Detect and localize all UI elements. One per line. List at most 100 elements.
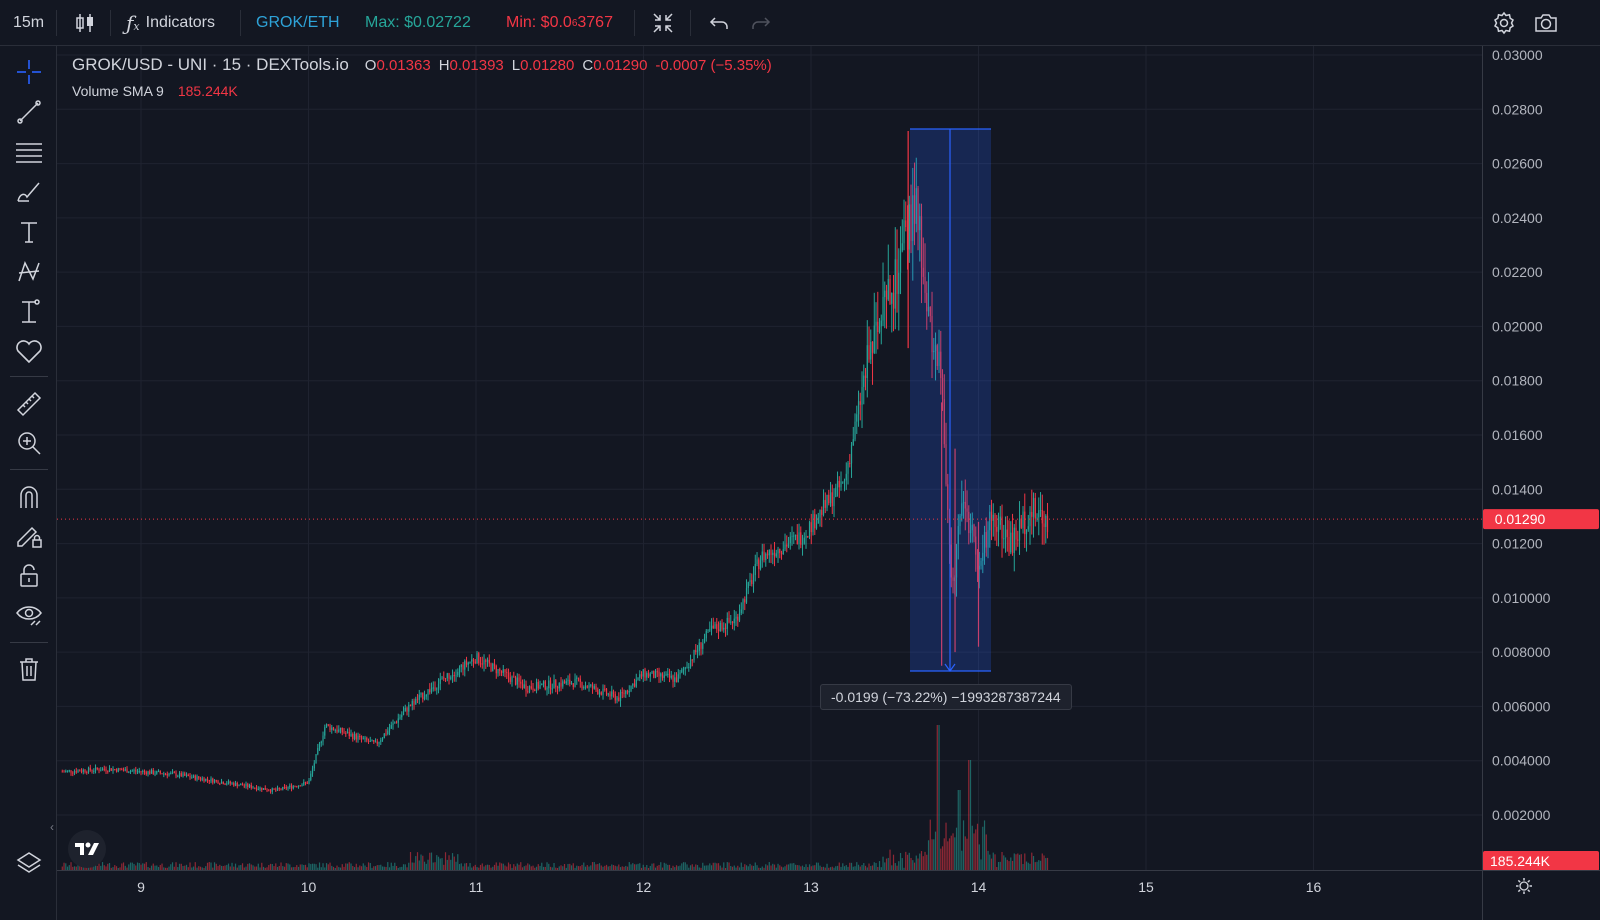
- volume-bar: [826, 863, 828, 870]
- volume-bar: [913, 862, 916, 870]
- candle-body: [427, 689, 429, 695]
- volume-bar: [572, 863, 574, 870]
- crosshair-tool[interactable]: [12, 55, 46, 89]
- candle-body: [950, 544, 952, 578]
- volume-bar: [724, 867, 727, 870]
- candle-body: [157, 771, 160, 773]
- collapse-button[interactable]: [652, 0, 674, 46]
- hide-drawings-tool[interactable]: [12, 598, 46, 632]
- candle-body: [539, 684, 541, 689]
- ruler-tool[interactable]: [12, 387, 46, 421]
- volume-bar: [808, 864, 811, 870]
- candle-body: [824, 500, 826, 508]
- candle-body: [488, 659, 490, 664]
- settings-button[interactable]: [1492, 0, 1516, 46]
- candle-body: [796, 534, 798, 545]
- candle-body: [399, 717, 401, 719]
- volume-bar: [842, 863, 844, 870]
- measure-tool[interactable]: [12, 295, 46, 329]
- candle-body: [136, 771, 139, 773]
- remove-drawings-tool[interactable]: [12, 652, 46, 686]
- volume-bar: [686, 864, 688, 870]
- indicators-button[interactable]: ƒx Indicators: [126, 0, 215, 46]
- candle-body: [749, 580, 751, 583]
- volume-bar: [408, 862, 410, 870]
- brush-tool[interactable]: [12, 175, 46, 209]
- candle-body: [283, 786, 286, 788]
- volume-bar: [273, 866, 275, 870]
- volume-bar: [616, 866, 618, 870]
- candle-body: [296, 786, 298, 788]
- close-key: C: [582, 57, 594, 74]
- volume-bar: [301, 864, 303, 870]
- volume-bar: [698, 867, 700, 870]
- trend-line-tool[interactable]: [12, 95, 46, 129]
- volume-bar: [780, 866, 783, 870]
- magnet-tool[interactable]: [12, 480, 46, 514]
- candle-type-button[interactable]: [74, 0, 96, 46]
- candle-body: [793, 535, 795, 537]
- candle-body: [731, 621, 734, 624]
- volume-bar: [950, 835, 952, 870]
- candle-body: [303, 782, 305, 785]
- min-price-button[interactable]: Min: $0.0 6 3767: [506, 0, 613, 46]
- volume-bar: [661, 867, 664, 870]
- volume-bar: [947, 841, 949, 870]
- volume-bar: [961, 850, 963, 870]
- candle-body: [390, 725, 392, 729]
- volume-bar: [259, 867, 261, 870]
- candle-body: [387, 730, 389, 735]
- max-price-button[interactable]: Max: $0.02722: [365, 0, 471, 46]
- candle-body: [695, 649, 697, 653]
- volume-bar: [915, 855, 917, 870]
- screenshot-button[interactable]: [1533, 0, 1559, 46]
- volume-label[interactable]: Volume SMA 9: [72, 83, 164, 99]
- candle-body: [483, 660, 485, 665]
- camera-icon: [1535, 14, 1557, 32]
- volume-bar: [303, 864, 305, 870]
- tradingview-logo[interactable]: [68, 830, 106, 868]
- object-tree-tool[interactable]: [12, 846, 46, 880]
- candle-body: [840, 481, 842, 488]
- volume-bar: [752, 865, 755, 870]
- lock-drawings-tool[interactable]: [12, 559, 46, 593]
- volume-bar: [534, 867, 536, 870]
- candle-body: [905, 220, 907, 228]
- candle-body: [906, 227, 909, 250]
- favorites-tool[interactable]: [12, 335, 46, 369]
- fib-tool[interactable]: [12, 135, 46, 169]
- volume-bar: [882, 856, 884, 870]
- volume-bar: [581, 864, 583, 870]
- time-tick-label: 15: [1138, 879, 1154, 895]
- collapse-toolbar-arrow[interactable]: ‹: [50, 820, 54, 834]
- interval-button[interactable]: 15m: [13, 0, 44, 46]
- candle-body: [969, 530, 972, 534]
- pair-toggle-button[interactable]: GROK/ETH: [256, 0, 340, 46]
- candle-body: [325, 724, 328, 728]
- volume-bar: [189, 862, 191, 870]
- volume-bar: [296, 865, 298, 870]
- candle-body: [371, 740, 373, 742]
- volume-bar: [989, 854, 991, 870]
- candle-body: [439, 678, 441, 684]
- volume-bar: [313, 863, 315, 870]
- candle-body: [100, 770, 102, 772]
- volume-bar: [544, 866, 546, 870]
- candle-body: [1003, 538, 1005, 540]
- volume-bar: [198, 866, 200, 870]
- volume-bar: [730, 865, 732, 870]
- candle-body: [492, 663, 494, 671]
- undo-button[interactable]: [708, 0, 730, 46]
- zoom-tool[interactable]: [12, 426, 46, 460]
- symbol-title[interactable]: GROK/USD - UNI · 15 · DEXTools.io: [72, 55, 349, 74]
- stay-drawing-tool[interactable]: [12, 519, 46, 553]
- trend-line-icon: [17, 100, 41, 124]
- volume-bar: [719, 865, 721, 870]
- volume-bar: [558, 866, 560, 870]
- candle-body: [513, 676, 515, 678]
- redo-button[interactable]: [750, 0, 772, 46]
- text-tool[interactable]: [12, 215, 46, 249]
- pattern-tool[interactable]: [12, 255, 46, 289]
- volume-bar: [525, 865, 527, 870]
